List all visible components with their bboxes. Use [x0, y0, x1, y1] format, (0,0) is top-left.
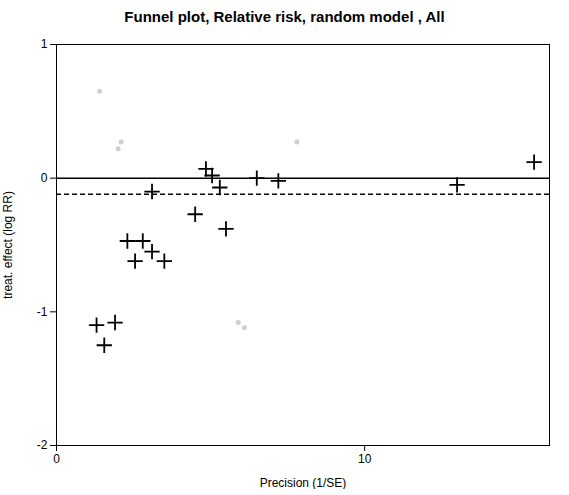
svg-text:1: 1	[41, 37, 48, 51]
svg-text:0: 0	[41, 171, 48, 185]
svg-text:Precision (1/SE): Precision (1/SE)	[260, 476, 347, 490]
svg-text:-2: -2	[37, 438, 48, 452]
html-text:Funnel plot, Relative risk, ra: Funnel plot, Relative risk, random model…	[124, 8, 445, 25]
svg-text:-1: -1	[37, 305, 48, 319]
svg-text:10: 10	[358, 452, 372, 466]
svg-text:treat. effect (log RR): treat. effect (log RR)	[1, 191, 15, 299]
svg-text:0: 0	[53, 452, 60, 466]
